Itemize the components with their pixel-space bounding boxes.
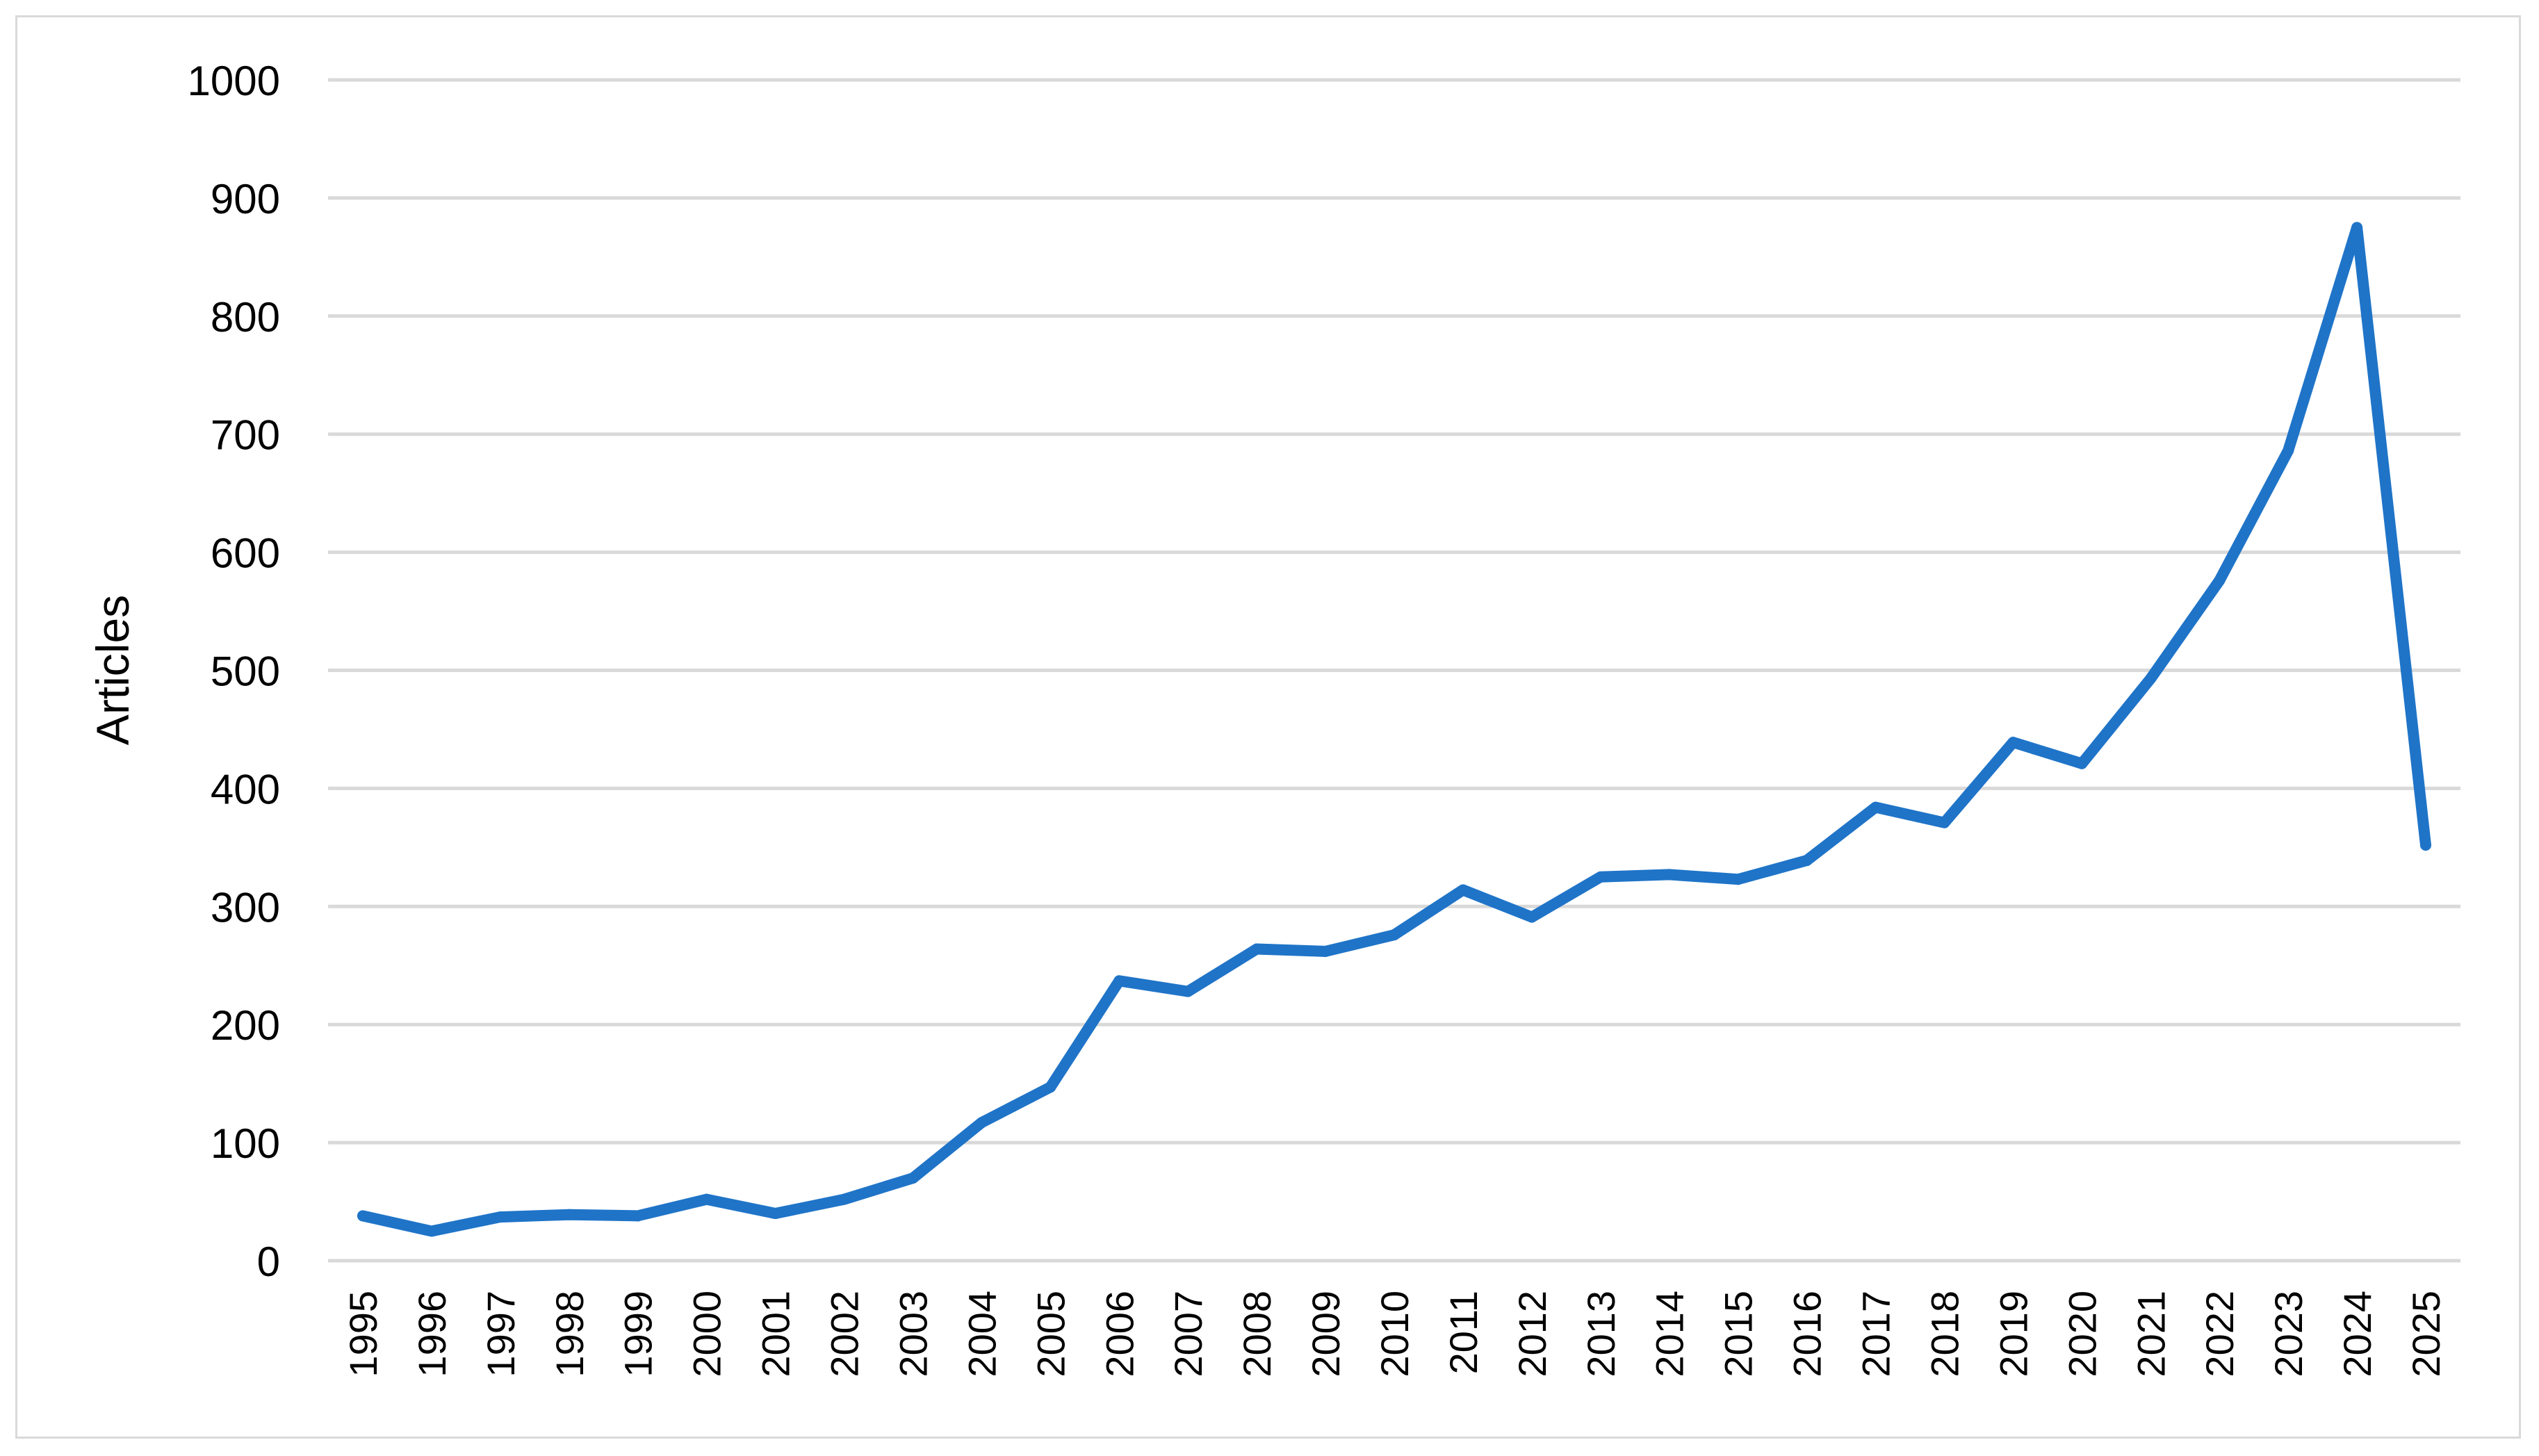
- data-point: [2351, 222, 2363, 234]
- data-point: [1457, 884, 1469, 896]
- data-point: [1526, 911, 1537, 923]
- x-tick-label: 2017: [1854, 1291, 1898, 1377]
- data-point: [701, 1193, 712, 1205]
- data-point: [1320, 945, 1332, 957]
- x-tick-label: 2020: [2060, 1291, 2104, 1377]
- x-tick-label: 2024: [2335, 1291, 2379, 1377]
- x-axis-tick-labels: 1995 1996 1997 1998 1999 2000 2001 2002 2003 2004…: [341, 1291, 2448, 1377]
- data-point: [1663, 869, 1675, 881]
- x-tick-label: 2012: [1510, 1291, 1554, 1377]
- data-point: [1870, 801, 1881, 813]
- x-tick-label: 2006: [1097, 1291, 1141, 1377]
- x-tick-label: 2013: [1579, 1291, 1623, 1377]
- y-tick-label: 0: [257, 1238, 280, 1285]
- y-tick-label: 100: [211, 1120, 280, 1167]
- x-tick-label: 2002: [823, 1291, 867, 1377]
- y-tick-label: 200: [211, 1002, 280, 1049]
- y-tick-label: 900: [211, 176, 280, 222]
- x-tick-label: 2021: [2129, 1291, 2173, 1377]
- x-tick-label: 2001: [754, 1291, 798, 1377]
- data-point: [2007, 737, 2019, 749]
- y-tick-label: 700: [211, 412, 280, 459]
- y-tick-label: 500: [211, 648, 280, 695]
- data-point: [357, 1210, 368, 1222]
- data-point: [1251, 943, 1263, 955]
- x-tick-label: 2009: [1304, 1291, 1348, 1377]
- data-point: [769, 1208, 781, 1220]
- data-point: [1732, 874, 1744, 885]
- x-tick-label: 2008: [1235, 1291, 1279, 1377]
- y-axis-title: Articles: [87, 595, 138, 745]
- x-tick-label: 1999: [617, 1291, 660, 1377]
- data-point: [494, 1211, 506, 1223]
- x-tick-label: 2016: [1786, 1291, 1829, 1377]
- x-tick-label: 2003: [891, 1291, 935, 1377]
- data-point: [1389, 929, 1400, 941]
- y-tick-label: 400: [211, 766, 280, 812]
- y-tick-label: 800: [211, 294, 280, 341]
- x-tick-label: 2018: [1922, 1291, 1966, 1377]
- data-point: [425, 1225, 437, 1237]
- gridlines: [328, 78, 2460, 1263]
- data-point: [2420, 839, 2431, 851]
- x-tick-label: 2019: [1991, 1291, 2035, 1377]
- data-point: [838, 1193, 850, 1205]
- x-tick-label: 2014: [1648, 1291, 1692, 1377]
- data-point: [907, 1172, 919, 1184]
- data-point: [2076, 758, 2088, 769]
- x-tick-label: 2004: [960, 1291, 1004, 1377]
- data-point: [1594, 871, 1606, 883]
- data-point: [563, 1209, 575, 1220]
- data-point: [1045, 1081, 1056, 1093]
- x-tick-label: 2007: [1166, 1291, 1210, 1377]
- data-point: [1182, 985, 1194, 997]
- x-tick-label: 2010: [1373, 1291, 1417, 1377]
- y-tick-label: 1000: [188, 58, 280, 104]
- data-point: [1801, 855, 1813, 867]
- x-tick-label: 1996: [410, 1291, 454, 1377]
- x-tick-label: 2022: [2198, 1291, 2242, 1377]
- x-tick-label: 1995: [341, 1291, 385, 1377]
- chart-frame: [15, 15, 2521, 1439]
- x-tick-label: 1997: [479, 1291, 523, 1377]
- x-tick-label: 2023: [2267, 1291, 2310, 1377]
- x-tick-label: 1998: [548, 1291, 591, 1377]
- y-axis-tick-labels: 0 100 200 300 400 500 600 700 800 900 1000: [188, 58, 280, 1285]
- data-point: [2283, 445, 2294, 457]
- data-point: [632, 1210, 644, 1222]
- series-line: [357, 222, 2431, 1237]
- data-point: [1938, 817, 1950, 828]
- data-point: [2214, 575, 2226, 587]
- data-point: [976, 1117, 988, 1129]
- data-point: [1113, 975, 1125, 987]
- data-point: [2145, 673, 2157, 685]
- x-tick-label: 2000: [685, 1291, 729, 1377]
- y-tick-label: 300: [211, 884, 280, 931]
- series-layer: [357, 222, 2431, 1237]
- x-tick-label: 2025: [2404, 1291, 2448, 1377]
- x-tick-label: 2005: [1029, 1291, 1072, 1377]
- x-tick-label: 2015: [1717, 1291, 1761, 1377]
- x-tick-label: 2011: [1442, 1291, 1485, 1374]
- y-tick-label: 600: [211, 530, 280, 577]
